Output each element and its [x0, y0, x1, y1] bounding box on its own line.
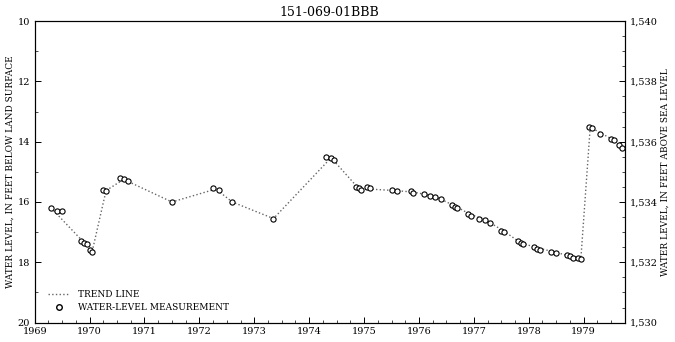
Point — [435, 196, 446, 202]
Point — [587, 126, 597, 131]
Point — [98, 187, 109, 193]
Point — [208, 186, 219, 191]
Point — [430, 195, 441, 200]
Point — [545, 249, 556, 254]
Point — [512, 238, 523, 244]
Point — [392, 189, 402, 194]
Point — [499, 229, 510, 235]
Point — [474, 216, 485, 221]
Point — [529, 245, 539, 250]
Point — [576, 256, 587, 262]
Point — [518, 241, 529, 247]
Point — [364, 186, 375, 191]
Point — [564, 253, 575, 259]
Point — [268, 216, 279, 221]
Point — [595, 131, 605, 137]
Point — [562, 252, 572, 258]
Y-axis label: WATER LEVEL, IN FEET ABOVE SEA LEVEL: WATER LEVEL, IN FEET ABOVE SEA LEVEL — [660, 68, 670, 276]
Point — [326, 156, 337, 161]
Point — [485, 220, 495, 226]
Point — [573, 255, 584, 261]
Point — [79, 240, 90, 246]
Point — [608, 137, 619, 143]
Point — [446, 202, 457, 208]
Point — [46, 205, 57, 211]
Point — [76, 238, 87, 244]
Legend: TREND LINE, WATER-LEVEL MEASUREMENT: TREND LINE, WATER-LEVEL MEASUREMENT — [45, 287, 232, 315]
Point — [450, 204, 460, 209]
Point — [405, 189, 416, 194]
Point — [82, 241, 92, 247]
Point — [118, 177, 129, 182]
Point — [167, 199, 178, 205]
Point — [617, 145, 628, 150]
Title: 151-069-01BBB: 151-069-01BBB — [280, 5, 379, 18]
Point — [213, 187, 224, 193]
Point — [84, 248, 95, 253]
Point — [57, 208, 68, 214]
Y-axis label: WATER LEVEL, IN FEET BELOW LAND SURFACE: WATER LEVEL, IN FEET BELOW LAND SURFACE — [5, 55, 15, 288]
Point — [567, 255, 578, 261]
Point — [408, 190, 419, 196]
Point — [515, 240, 526, 246]
Point — [361, 184, 372, 190]
Point — [87, 249, 98, 254]
Point — [551, 250, 562, 256]
Point — [114, 175, 125, 181]
Point — [605, 136, 616, 142]
Point — [584, 124, 595, 129]
Point — [425, 193, 435, 199]
Point — [329, 157, 340, 162]
Point — [353, 186, 364, 191]
Point — [496, 228, 507, 233]
Point — [419, 192, 430, 197]
Point — [452, 205, 463, 211]
Point — [532, 246, 543, 251]
Point — [101, 189, 111, 194]
Point — [356, 187, 367, 193]
Point — [535, 248, 545, 253]
Point — [227, 199, 238, 205]
Point — [51, 208, 62, 214]
Point — [320, 154, 331, 159]
Point — [350, 184, 361, 190]
Point — [123, 178, 134, 184]
Point — [466, 213, 477, 218]
Point — [614, 142, 625, 147]
Point — [386, 187, 397, 193]
Point — [479, 218, 490, 223]
Point — [463, 211, 474, 217]
